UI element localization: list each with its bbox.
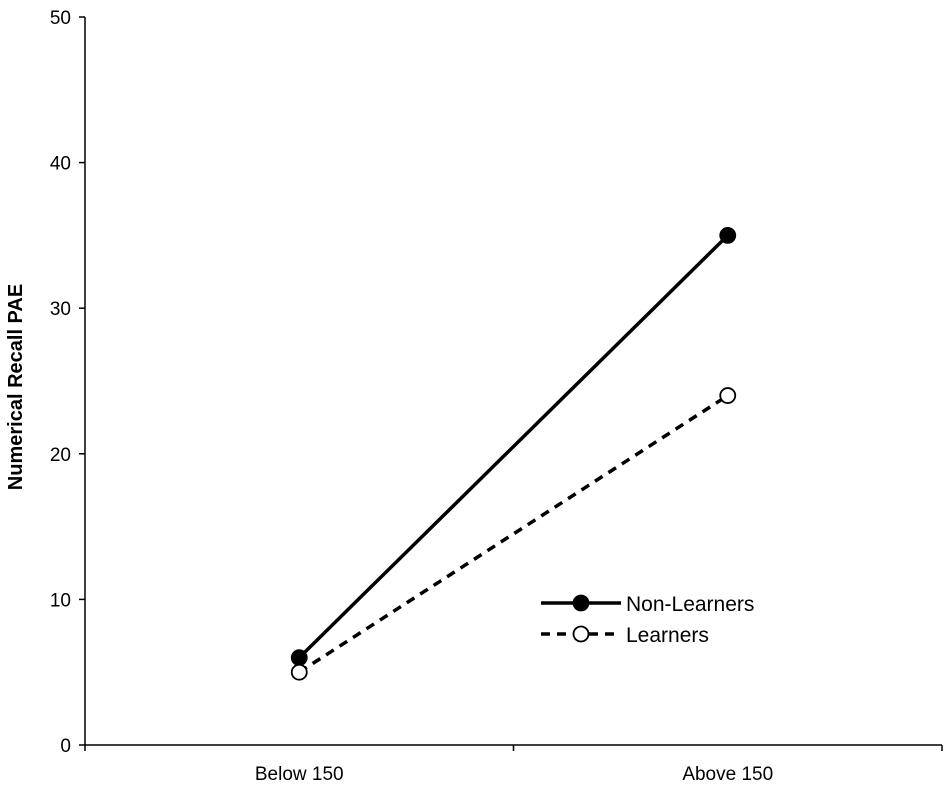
axes (84, 17, 942, 746)
series-line (298, 234, 729, 659)
legend: Non-Learners Learners (541, 593, 754, 647)
y-tick-label: 40 (50, 154, 71, 175)
x-tick-label: Above 150 (682, 764, 773, 785)
x-ticks: Below 150 Above 150 (84, 745, 943, 785)
x-tick-label: Below 150 (255, 764, 344, 785)
series-0 (290, 226, 737, 667)
data-point (719, 387, 737, 404)
data-point (290, 663, 308, 681)
series-line (298, 394, 729, 674)
y-tick-label: 20 (50, 445, 71, 466)
legend-swatch-marker (572, 625, 590, 643)
y-axis-title: Numerical Recall PAE (5, 284, 27, 490)
y-tick-label: 0 (60, 736, 71, 757)
legend-item: Learners (541, 624, 709, 647)
legend-swatch-marker (572, 594, 590, 612)
y-tick-label: 30 (50, 299, 71, 320)
data-point (290, 649, 308, 667)
series-1 (290, 387, 737, 681)
data-point (719, 226, 737, 244)
legend-label: Non-Learners (626, 593, 754, 616)
legend-item: Non-Learners (541, 593, 754, 616)
y-ticks: 0 10 20 30 40 50 (50, 8, 85, 757)
y-tick-label: 10 (50, 590, 71, 611)
y-tick-label: 50 (50, 8, 71, 29)
legend-label: Learners (626, 624, 709, 647)
series-layer (290, 226, 737, 681)
